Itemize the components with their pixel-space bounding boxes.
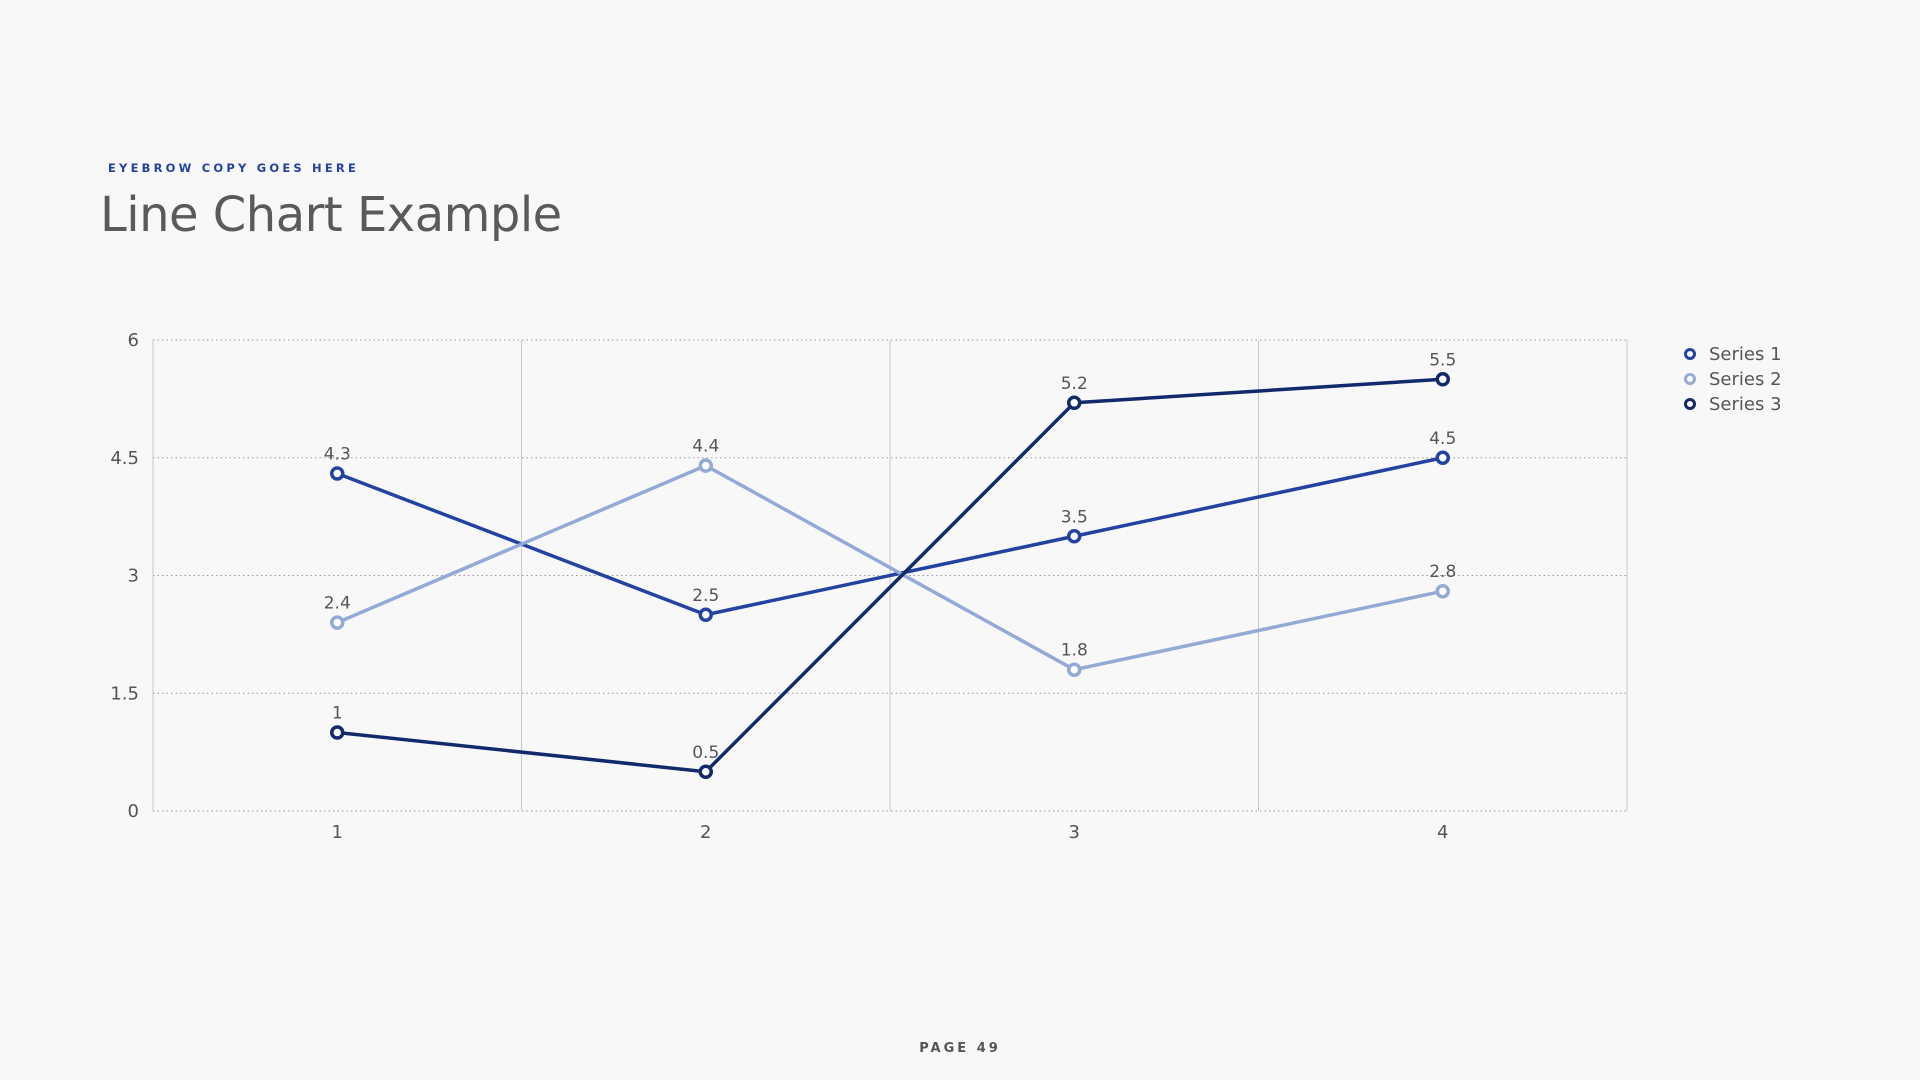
data-label: 4.3 <box>324 444 351 464</box>
legend-label: Series 2 <box>1709 369 1782 390</box>
series-1-point <box>1435 450 1450 465</box>
x-tick-label: 3 <box>1069 822 1080 843</box>
data-label: 1.8 <box>1061 641 1088 661</box>
data-label: 3.5 <box>1061 507 1088 527</box>
page-number: 49 <box>976 1041 1001 1056</box>
data-label: 5.5 <box>1429 350 1456 370</box>
series-1-point <box>698 607 713 622</box>
series-1-point <box>330 466 345 481</box>
x-tick-label: 4 <box>1437 822 1448 843</box>
y-tick-label: 6 <box>128 330 139 351</box>
legend-marker-series-3 <box>1684 398 1696 410</box>
data-label: 4.4 <box>692 437 719 457</box>
series-2-point <box>1435 583 1450 599</box>
series-1-point <box>1067 529 1082 544</box>
series-2-point <box>1067 662 1082 677</box>
data-label: 1 <box>332 704 343 724</box>
series-line-3 <box>335 377 1445 774</box>
series-3-point <box>1067 395 1082 411</box>
data-label: 2.4 <box>324 594 351 614</box>
series-2-point <box>330 615 345 630</box>
page-title: Line Chart Example <box>100 187 562 243</box>
page-footer: PAGE 49 <box>0 1041 1920 1056</box>
series-3-point <box>330 725 345 740</box>
data-label: 4.5 <box>1429 429 1456 449</box>
series-line-2 <box>335 463 1445 672</box>
y-tick-label: 1.5 <box>110 683 139 704</box>
x-tick-label: 2 <box>700 822 711 843</box>
y-tick-label: 0 <box>128 801 139 822</box>
legend-label: Series 3 <box>1709 394 1782 415</box>
data-label: 2.8 <box>1429 562 1456 582</box>
page-label: PAGE <box>919 1041 970 1056</box>
legend-marker-series-2 <box>1684 373 1696 385</box>
series-3-point <box>698 764 713 779</box>
series-2-point <box>698 458 713 473</box>
y-tick-label: 4.5 <box>110 448 139 469</box>
data-label: 2.5 <box>692 586 719 606</box>
eyebrow-text: EYEBROW COPY GOES HERE <box>108 161 360 175</box>
legend-marker-series-1 <box>1684 348 1696 360</box>
x-tick-label: 1 <box>332 822 343 843</box>
data-label: 0.5 <box>692 743 719 763</box>
y-tick-label: 3 <box>128 566 139 587</box>
data-label: 5.2 <box>1061 374 1088 394</box>
legend-label: Series 1 <box>1709 344 1782 365</box>
series-3-point <box>1435 372 1450 387</box>
